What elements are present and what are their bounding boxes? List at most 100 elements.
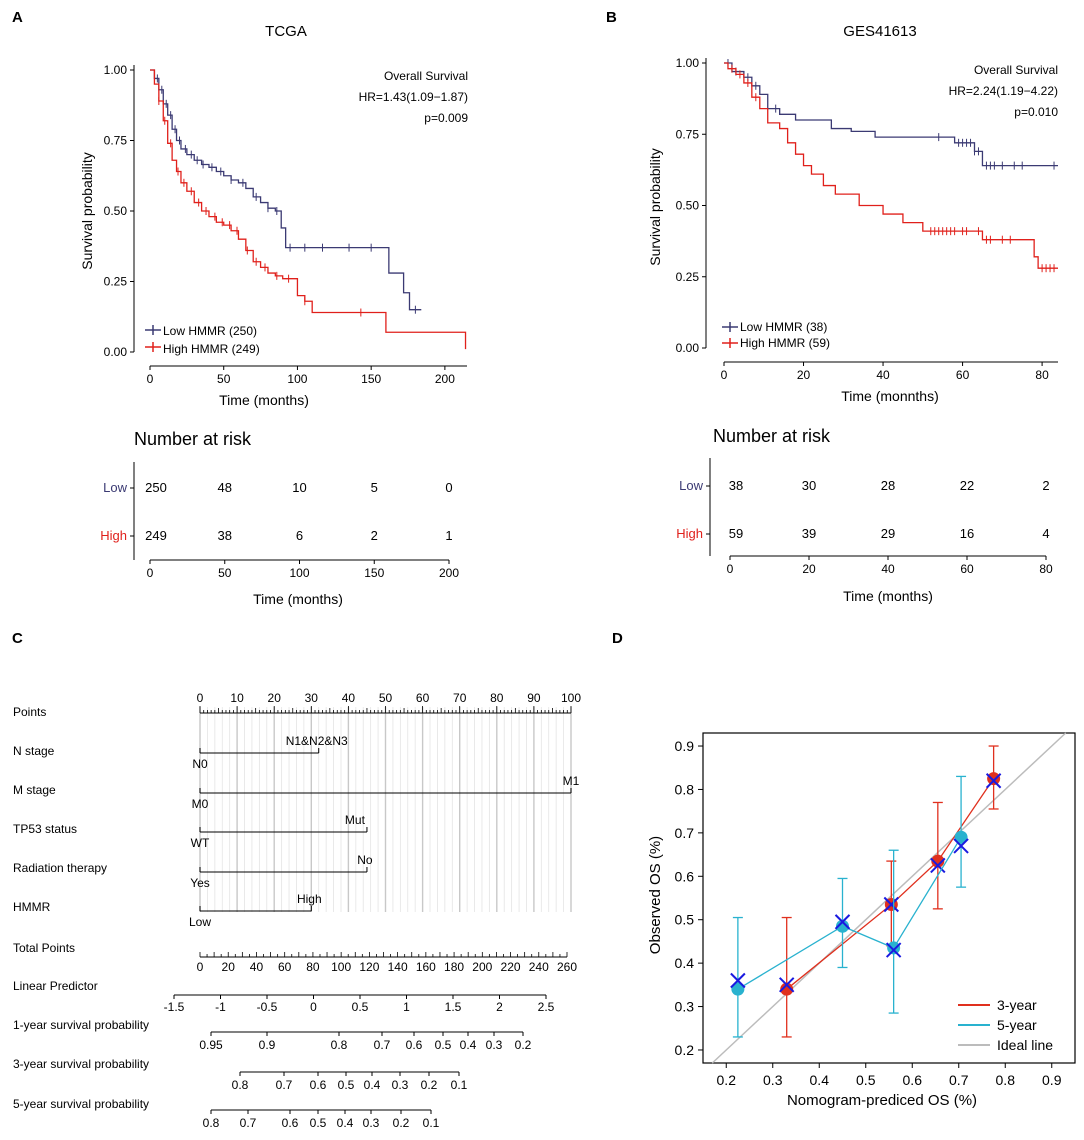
risk-count: 29 (881, 526, 895, 541)
km-plot-area: 0.00 0.25 0.50 0.75 1.00 0 50 100 150 200 (104, 63, 467, 386)
risk-x-tick-label: 200 (439, 566, 459, 580)
variable-low-label: N0 (192, 757, 208, 771)
x-tick-label: 0.7 (949, 1072, 969, 1088)
panel-letter-b: B (606, 9, 617, 26)
x-tick-label: 0 (147, 372, 154, 386)
calibration-plot: 0.2 0.3 0.4 0.5 0.6 0.7 0.8 0.9 0.2 0.3 0.4 0.5 0.6 0… (675, 732, 1076, 1088)
survival-probability-tick-label: 0.6 (406, 1038, 423, 1052)
points-tick-label: 50 (379, 691, 393, 705)
survival-probability-tick-label: 0.2 (515, 1038, 532, 1052)
plot-frame (702, 732, 1076, 1064)
survival-probability-tick-label: 0.6 (282, 1116, 299, 1130)
survival-curve (150, 69, 467, 350)
calibration-line (737, 836, 962, 990)
y-tick-label: 0.7 (675, 825, 695, 841)
x-tick-label: 100 (287, 372, 307, 386)
total-points-tick-label: 200 (472, 960, 492, 974)
survival-probability-tick-label: 0.7 (374, 1038, 391, 1052)
linear-predictor-tick-label: -1 (215, 1000, 226, 1014)
panel-a: A TCGA Overall Survival HR=1.43(1.09−1.8… (12, 9, 468, 607)
survival-probability-tick-label: 0.8 (203, 1116, 220, 1130)
annotation-line-1: Overall Survival (974, 63, 1058, 77)
points-tick-label: 60 (416, 691, 430, 705)
x-tick-label: 150 (361, 372, 381, 386)
calibration-point (954, 830, 968, 844)
risk-count: 10 (292, 480, 306, 495)
x-tick-label: 0.3 (763, 1072, 783, 1088)
total-points-tick-label: 80 (306, 960, 320, 974)
risk-x-tick-label: 150 (364, 566, 384, 580)
x-tick-label: 80 (1035, 368, 1049, 382)
risk-x-tick-label: 60 (960, 562, 974, 576)
risk-count: 48 (218, 480, 232, 495)
legend-high: High HMMR (249) (163, 342, 260, 356)
risk-count: 249 (145, 528, 167, 543)
calibration-line (786, 778, 995, 990)
risk-row-label: High (100, 528, 127, 543)
legend-label: Ideal line (997, 1037, 1053, 1053)
survival-probability-tick-label: 0.5 (310, 1116, 327, 1130)
risk-count: 38 (218, 528, 232, 543)
risk-count: 5 (371, 480, 378, 495)
nomogram-row-label: TP53 status (13, 822, 77, 836)
y-tick-label: 0.3 (675, 999, 695, 1015)
bias-corrected-cross (730, 972, 746, 989)
survival-curve (724, 62, 1058, 167)
calibration-point (836, 919, 849, 933)
total-points-tick-label: 260 (557, 960, 577, 974)
survival-probability-tick-label: 0.3 (392, 1078, 409, 1092)
legend-low: Low HMMR (250) (163, 324, 257, 338)
risk-x-tick-label: 20 (802, 562, 816, 576)
chart-title: GES41613 (843, 23, 916, 40)
points-tick-label: 80 (490, 691, 504, 705)
y-tick-label: 1.00 (104, 63, 128, 77)
variable-high-label: High (297, 892, 322, 906)
points-tick-label: 0 (197, 691, 204, 705)
risk-count: 30 (802, 478, 816, 493)
risk-count: 39 (802, 526, 816, 541)
legend-low: Low HMMR (38) (740, 320, 827, 334)
survival-probability-tick-label: 0.1 (423, 1116, 440, 1130)
y-tick-label: 0.50 (104, 204, 128, 218)
risk-x-tick-label: 0 (147, 566, 154, 580)
x-axis-label: Time (months) (219, 392, 309, 408)
x-tick-label: 200 (435, 372, 455, 386)
bias-corrected-cross (985, 773, 1002, 789)
panel-letter-d: D (612, 630, 623, 647)
variable-high-label: Mut (345, 813, 366, 827)
legend-label: 5-year (997, 1017, 1037, 1033)
survival-probability-tick-label: 0.1 (451, 1078, 468, 1092)
variable-high-label: M1 (563, 774, 580, 788)
survival-probability-tick-label: 0.3 (486, 1038, 503, 1052)
risk-count: 0 (445, 480, 452, 495)
survival-probability-tick-label: 0.4 (337, 1116, 354, 1130)
legend-label: 3-year (997, 997, 1037, 1013)
total-points-tick-label: 120 (359, 960, 379, 974)
survival-probability-tick-label: 0.8 (331, 1038, 348, 1052)
annotation-line-2: HR=2.24(1.19−4.22) (949, 84, 1058, 98)
linear-predictor-tick-label: 0 (310, 1000, 317, 1014)
risk-row-label: Low (679, 478, 703, 493)
panel-d: D Nomogram-prediced OS (%) Observed OS (… (612, 630, 1076, 1109)
x-tick-label: 0.6 (903, 1072, 923, 1088)
variable-low-label: Yes (190, 876, 210, 890)
total-points-tick-label: 40 (250, 960, 264, 974)
risk-x-tick-label: 40 (881, 562, 895, 576)
risk-x-tick-label: 80 (1039, 562, 1053, 576)
risk-x-axis-label: Time (months) (253, 591, 343, 607)
risk-count: 28 (881, 478, 895, 493)
bias-corrected-cross (953, 838, 969, 854)
annotation-line-3: p=0.009 (424, 111, 468, 125)
bias-corrected-cross (883, 896, 900, 913)
variable-low-label: M0 (192, 797, 209, 811)
y-tick-label: 0.50 (676, 199, 700, 213)
points-tick-label: 90 (527, 691, 541, 705)
y-tick-label: 0.75 (676, 127, 700, 141)
points-tick-label: 30 (305, 691, 319, 705)
nomogram: Points N stage M stage TP53 status Radiation… (13, 691, 581, 1130)
calibration-point (931, 854, 945, 868)
linear-predictor-tick-label: 1.5 (445, 1000, 462, 1014)
bias-corrected-cross (885, 942, 902, 958)
